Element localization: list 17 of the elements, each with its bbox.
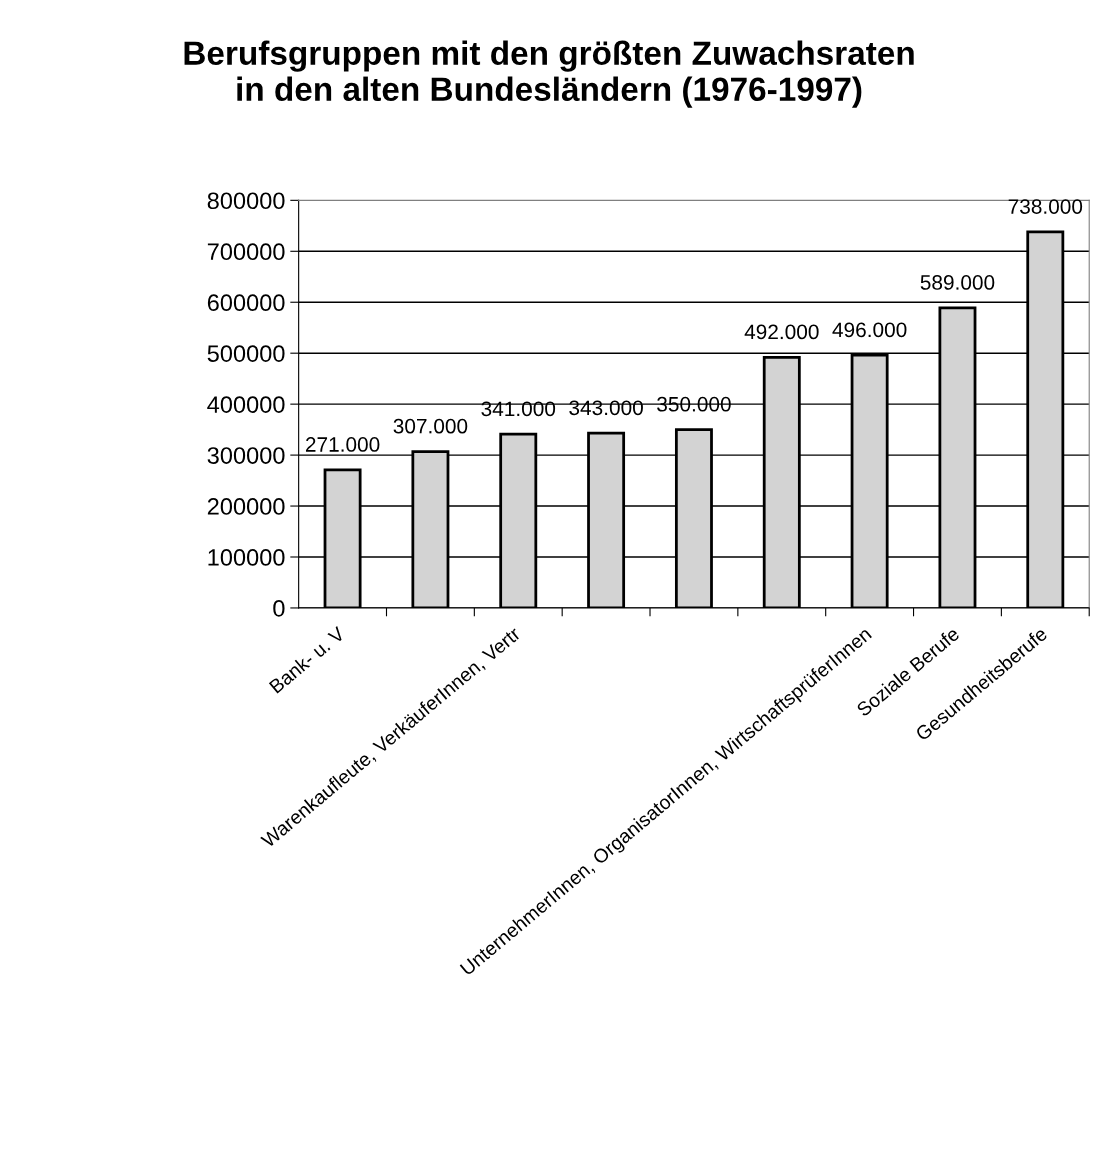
data-label: 738.000 bbox=[1008, 199, 1083, 214]
y-tick-label: 100000 bbox=[208, 549, 285, 566]
y-tick-label: 0 bbox=[273, 600, 285, 617]
data-label: 341.000 bbox=[481, 401, 556, 417]
chart-title: Berufsgruppen mit den größten Zuwachsraten in den alten Bundesländern (1976-1997) bbox=[184, 40, 914, 108]
data-label: 589.000 bbox=[920, 275, 995, 290]
data-label: 271.000 bbox=[305, 437, 380, 452]
y-tick-label: 800000 bbox=[207, 192, 285, 210]
data-label: 307.000 bbox=[393, 418, 468, 434]
data-label: 492.000 bbox=[744, 324, 819, 340]
y-tick-label: 300000 bbox=[207, 447, 285, 464]
y-tick-label: 700000 bbox=[207, 243, 285, 261]
y-tick-label: 400000 bbox=[207, 396, 285, 413]
y-tick-label: 600000 bbox=[207, 294, 285, 312]
y-tick-label: 200000 bbox=[207, 498, 285, 515]
y-tick-label: 500000 bbox=[207, 345, 285, 362]
data-label: 496.000 bbox=[832, 322, 907, 338]
